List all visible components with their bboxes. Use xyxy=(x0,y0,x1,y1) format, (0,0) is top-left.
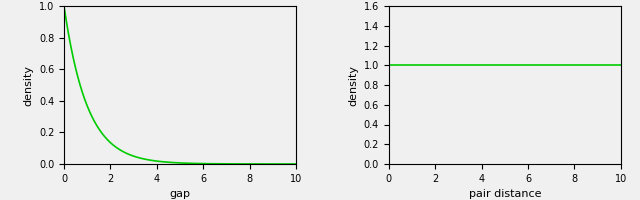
X-axis label: pair distance: pair distance xyxy=(468,189,541,199)
Y-axis label: density: density xyxy=(348,64,358,106)
Y-axis label: density: density xyxy=(23,64,33,106)
X-axis label: gap: gap xyxy=(170,189,191,199)
